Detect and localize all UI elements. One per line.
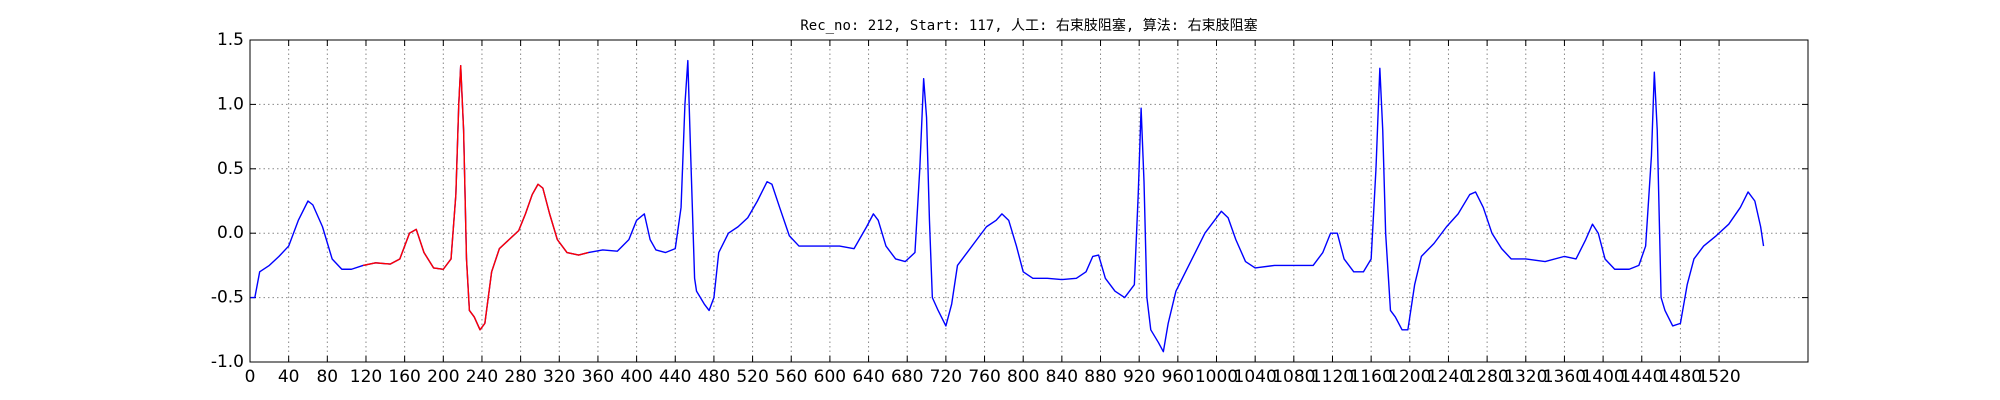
x-tick-label: 1240	[1427, 367, 1470, 387]
x-tick-label: 1080	[1272, 367, 1315, 387]
x-tick-label: 1280	[1465, 367, 1508, 387]
y-tick-label: 0.0	[217, 223, 244, 243]
x-tick-label: 480	[698, 367, 730, 387]
x-tick-label: 520	[736, 367, 768, 387]
x-tick-label: 960	[1162, 367, 1194, 387]
x-tick-label: 760	[968, 367, 1000, 387]
y-tick-label: -1.0	[211, 352, 244, 372]
x-tick-label: 80	[316, 367, 338, 387]
x-tick-label: 1400	[1581, 367, 1624, 387]
x-tick-label: 840	[1046, 367, 1078, 387]
chart-title: Rec_no: 212, Start: 117, 人工: 右束肢阻塞, 算法: …	[800, 17, 1257, 34]
x-tick-label: 1360	[1543, 367, 1586, 387]
x-tick-label: 560	[775, 367, 807, 387]
x-tick-label: 920	[1123, 367, 1155, 387]
x-tick-label: 1320	[1504, 367, 1547, 387]
y-tick-label: 0.5	[217, 159, 244, 179]
x-tick-label: 680	[891, 367, 923, 387]
x-tick-label: 1000	[1195, 367, 1238, 387]
x-tick-label: 360	[582, 367, 614, 387]
x-tick-label: 320	[543, 367, 575, 387]
y-tick-label: 1.5	[217, 30, 244, 50]
x-tick-label: 600	[814, 367, 846, 387]
x-tick-label: 200	[427, 367, 459, 387]
x-tick-label: 1200	[1388, 367, 1431, 387]
y-tick-label: -0.5	[211, 288, 244, 308]
x-tick-label: 1120	[1311, 367, 1354, 387]
y-tick-label: 1.0	[217, 94, 244, 114]
x-tick-label: 1520	[1697, 367, 1740, 387]
plot-frame	[249, 39, 1809, 363]
x-tick-label: 1160	[1350, 367, 1393, 387]
x-tick-label: 120	[350, 367, 382, 387]
x-tick-label: 400	[620, 367, 652, 387]
x-tick-label: 0	[245, 367, 256, 387]
x-tick-label: 440	[659, 367, 691, 387]
x-tick-label: 1480	[1659, 367, 1702, 387]
ecg-line	[362, 65, 589, 331]
x-tick-label: 1440	[1620, 367, 1663, 387]
x-tick-label: 720	[930, 367, 962, 387]
x-tick-label: 160	[388, 367, 420, 387]
x-tick-label: 880	[1084, 367, 1116, 387]
x-tick-label: 280	[504, 367, 536, 387]
x-tick-label: 40	[278, 367, 300, 387]
x-tick-label: 800	[1007, 367, 1039, 387]
x-tick-label: 1040	[1234, 367, 1277, 387]
x-tick-label: 240	[466, 367, 498, 387]
x-tick-label: 640	[852, 367, 884, 387]
